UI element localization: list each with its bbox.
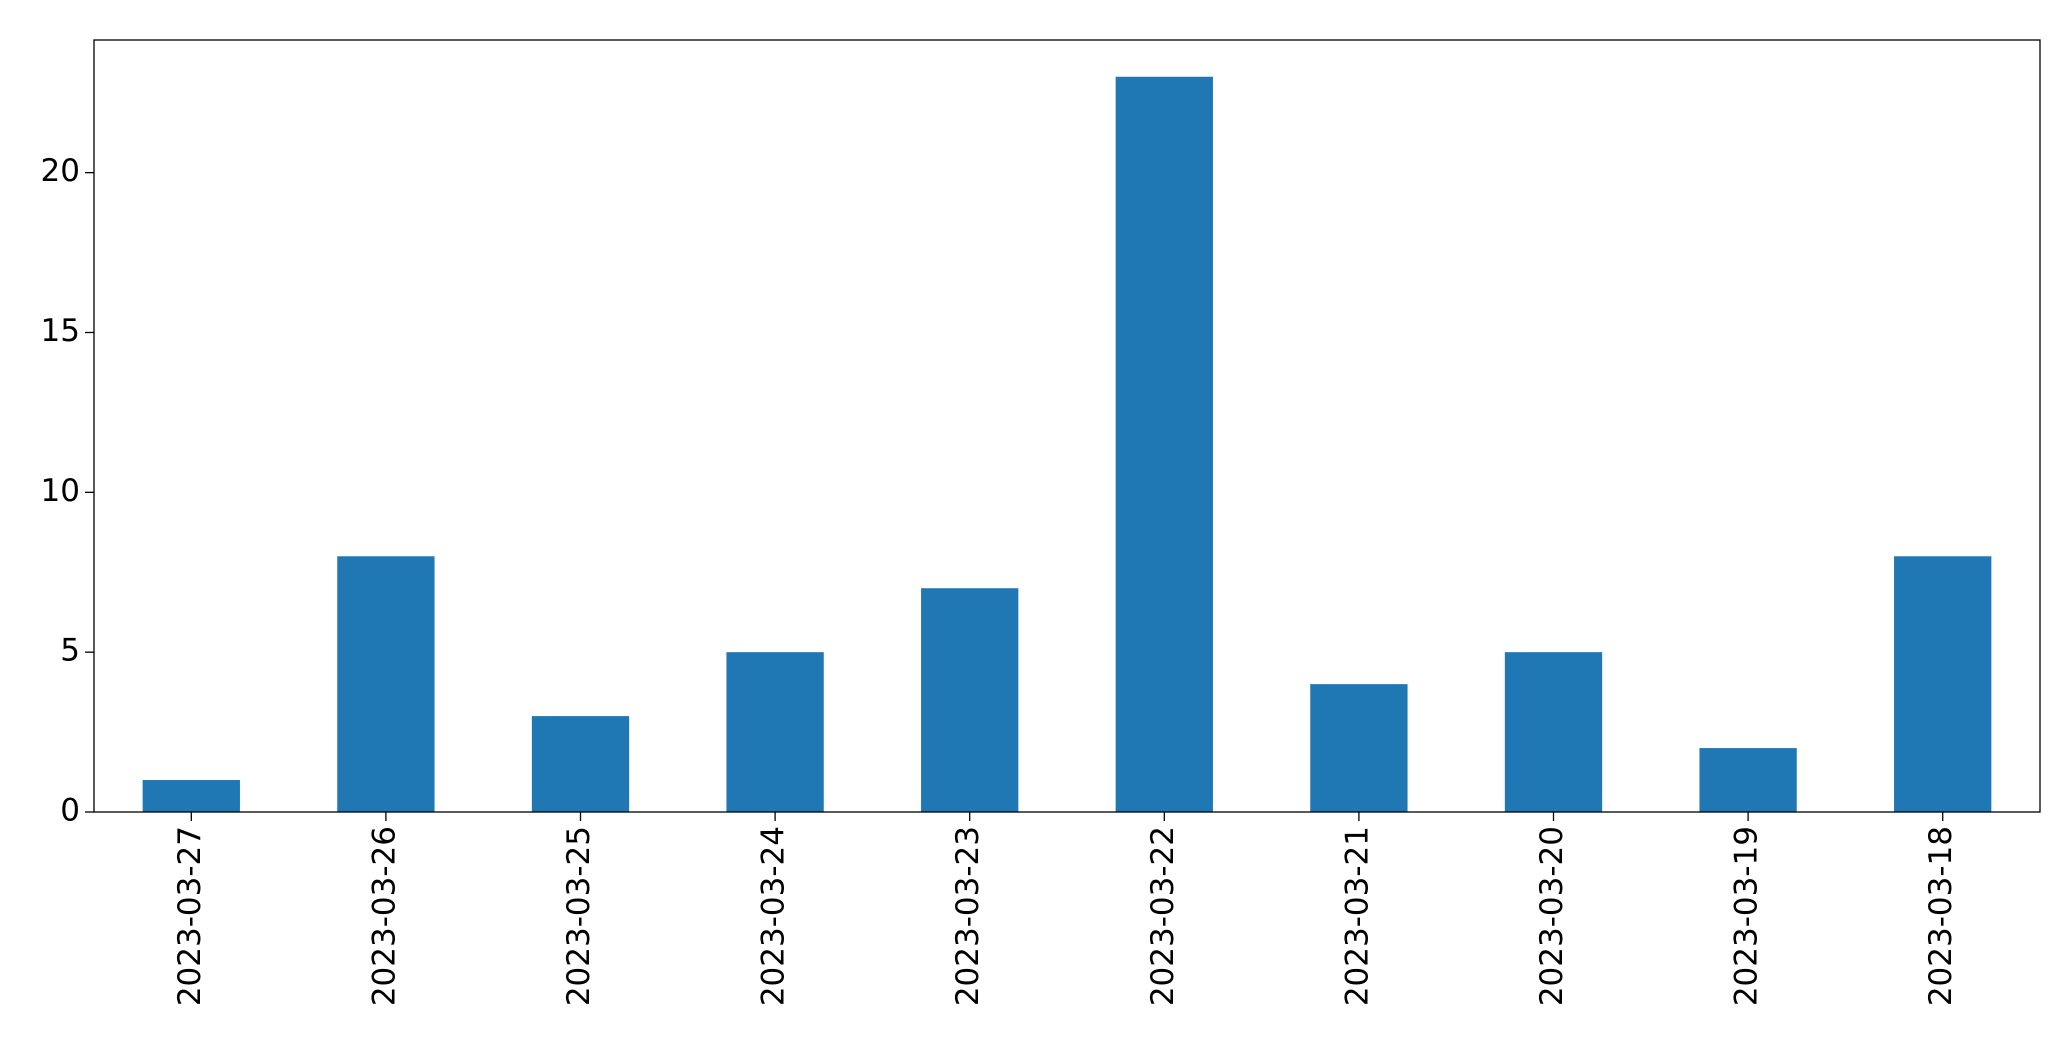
bar	[337, 556, 435, 812]
x-tick-label: 2023-03-27	[172, 826, 208, 1006]
x-tick-label: 2023-03-25	[561, 826, 597, 1006]
x-tick-label: 2023-03-21	[1339, 826, 1375, 1006]
x-tick-label: 2023-03-18	[1923, 826, 1959, 1006]
bar	[1115, 76, 1213, 812]
x-tick-label: 2023-03-22	[1145, 826, 1181, 1006]
y-tick-label: 10	[41, 473, 80, 509]
x-tick-label: 2023-03-19	[1729, 826, 1765, 1006]
bar	[1699, 748, 1797, 812]
bar	[531, 716, 630, 812]
y-tick-label: 5	[60, 633, 80, 669]
bar	[1504, 652, 1603, 812]
y-tick-label: 20	[41, 153, 80, 189]
x-tick-label: 2023-03-26	[366, 826, 402, 1006]
y-tick-label: 0	[60, 793, 80, 829]
bar	[142, 780, 240, 812]
plot-frame	[93, 39, 2041, 813]
bar	[1310, 684, 1408, 812]
x-tick-label: 2023-03-24	[756, 826, 792, 1006]
bar	[726, 652, 824, 812]
bar	[921, 588, 1019, 812]
x-tick-label: 2023-03-20	[1534, 826, 1570, 1006]
bar	[1894, 556, 1992, 812]
x-tick-label: 2023-03-23	[950, 826, 986, 1006]
y-tick-label: 15	[41, 313, 80, 349]
